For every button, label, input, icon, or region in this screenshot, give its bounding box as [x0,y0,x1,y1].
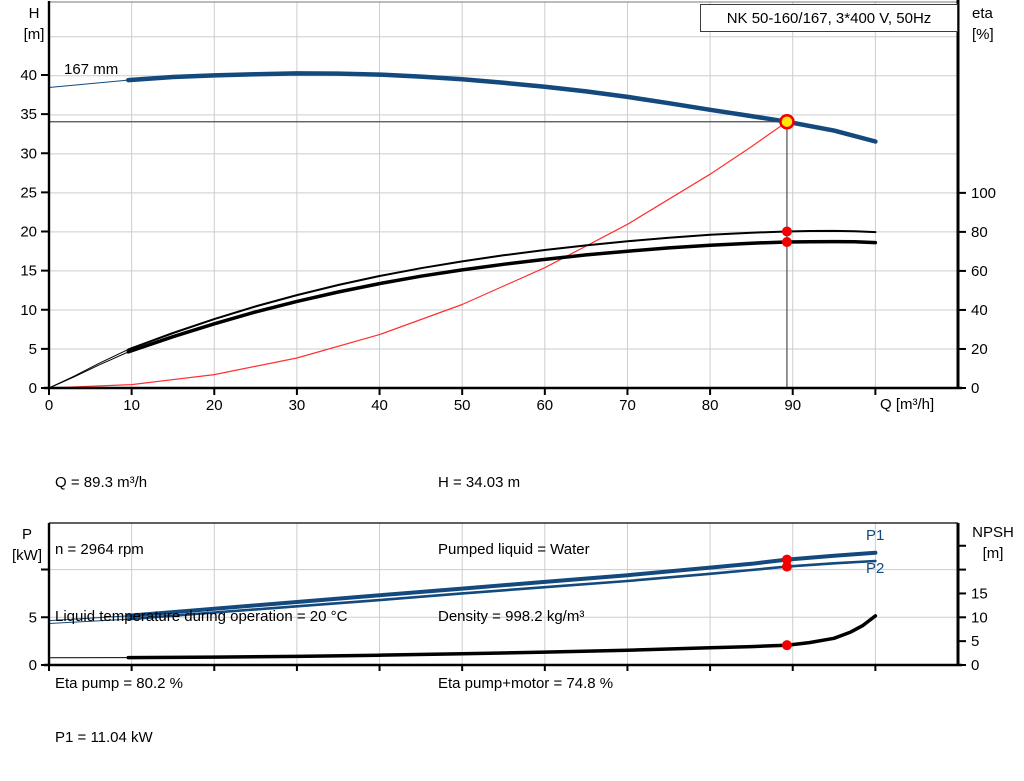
p2-point [781,561,792,572]
h-tick-label: 15 [20,263,37,280]
eta-pump-curve-ext [48,348,129,389]
npsh-axis-label: NPSH [m] [964,522,1022,564]
qh-curve [126,71,878,144]
h-tick-label: 40 [20,67,37,84]
h-tick-label: 10 [20,302,37,319]
x-tick-label: 60 [536,397,553,414]
eta-axis-label: eta [%] [972,3,1020,45]
eta-pump-curve [127,229,877,351]
p2-curve-label: P2 [866,560,885,577]
p1-curve-ext [48,615,129,622]
system-curve [48,121,788,389]
pump-title: NK 50-160/167, 3*400 V, 50Hz [726,9,932,27]
x-tick-label: 10 [123,397,140,414]
p1-curve-label: P1 [866,527,885,544]
info-line-liquid-temp: Liquid temperature during operation = 20… [55,608,348,626]
x-tick-label: 30 [289,397,306,414]
npsh-tick-label: 0 [971,657,979,674]
info-line-eta-pump: Eta pump = 80.2 % [55,675,183,693]
eta-axis-label-symbol: eta [972,5,993,22]
x-tick-label: 0 [45,397,53,414]
eta-pump-motor-curve-ext [48,351,129,389]
power-info-block: P1 = 11.04 kW P2 = 10.3 kW NPSH = 4.16 m… [55,682,397,781]
h-tick-label: 35 [20,106,37,123]
info-line-eta-pump-motor: Eta pump+motor = 74.8 % [438,675,614,693]
x-tick-label: 70 [619,397,636,414]
eta-tick-label: 80 [971,224,988,241]
q-axis-label: Q [m³/h] [880,396,935,413]
eta-tick-label: 100 [971,185,996,202]
x-tick-label: 40 [371,397,388,414]
npsh-tick-label: 10 [971,609,988,626]
info-line-speed: n = 2964 rpm [55,541,144,559]
p2-curve [127,559,877,621]
eta-axis-label-unit: [%] [972,26,994,43]
eta-tick-label: 20 [971,341,988,358]
p-axis-label-unit: [kW] [12,547,42,564]
info-line-q: Q = 89.3 m³/h [55,473,148,491]
pump-title-box: NK 50-160/167, 3*400 V, 50Hz [700,4,958,32]
eta-tick-label: 60 [971,263,988,280]
eta-tick-label: 0 [971,380,979,397]
p-axis-label-symbol: P [21,526,32,543]
eta-pump-point [781,226,792,237]
duty-info-left: Q = 89.3 m³/h n = 2964 rpm Liquid temper… [55,427,347,741]
p2-curve-ext [48,618,129,624]
npsh-point [781,640,792,651]
npsh-tick-label: 15 [971,585,988,602]
info-line-p1: P1 = 11.04 kW [55,728,153,746]
h-tick-label: 0 [29,380,37,397]
eta-tick-label: 40 [971,302,988,319]
qh-curve-ext [48,79,129,88]
x-tick-label: 80 [702,397,719,414]
h-tick-label: 25 [20,184,37,201]
npsh-curve [126,614,878,660]
eta-pump-motor-point [781,237,792,248]
x-tick-label: 20 [206,397,223,414]
h-tick-label: 30 [20,145,37,162]
x-tick-label: 50 [454,397,471,414]
x-tick-label: 90 [784,397,801,414]
p-tick-label: 5 [29,609,37,626]
npsh-axis-label-unit: [m] [982,545,1004,562]
duty-point-marker[interactable] [779,113,795,130]
impeller-diameter-label: 167 mm [64,61,119,78]
info-line-h: H = 34.03 m [438,473,521,491]
h-axis-label-unit: [m] [23,26,45,43]
npsh-tick-label: 5 [971,633,979,650]
eta-pump-motor-curve [126,239,878,354]
h-tick-label: 5 [29,341,37,358]
npsh-axis-label-symbol: NPSH [972,524,1014,541]
p-tick-label: 0 [29,657,37,674]
info-line-density: Density = 998.2 kg/m³ [438,608,585,626]
h-axis-label-symbol: H [28,5,40,22]
p1-curve [126,550,878,618]
duty-info-right: H = 34.03 m Pumped liquid = Water Densit… [438,427,613,741]
p1-point [781,554,792,565]
h-axis-label: H [m] [16,3,52,45]
p-axis-label: P [kW] [6,524,48,566]
h-tick-label: 20 [20,224,37,241]
info-line-pumped-liquid: Pumped liquid = Water [438,541,590,559]
